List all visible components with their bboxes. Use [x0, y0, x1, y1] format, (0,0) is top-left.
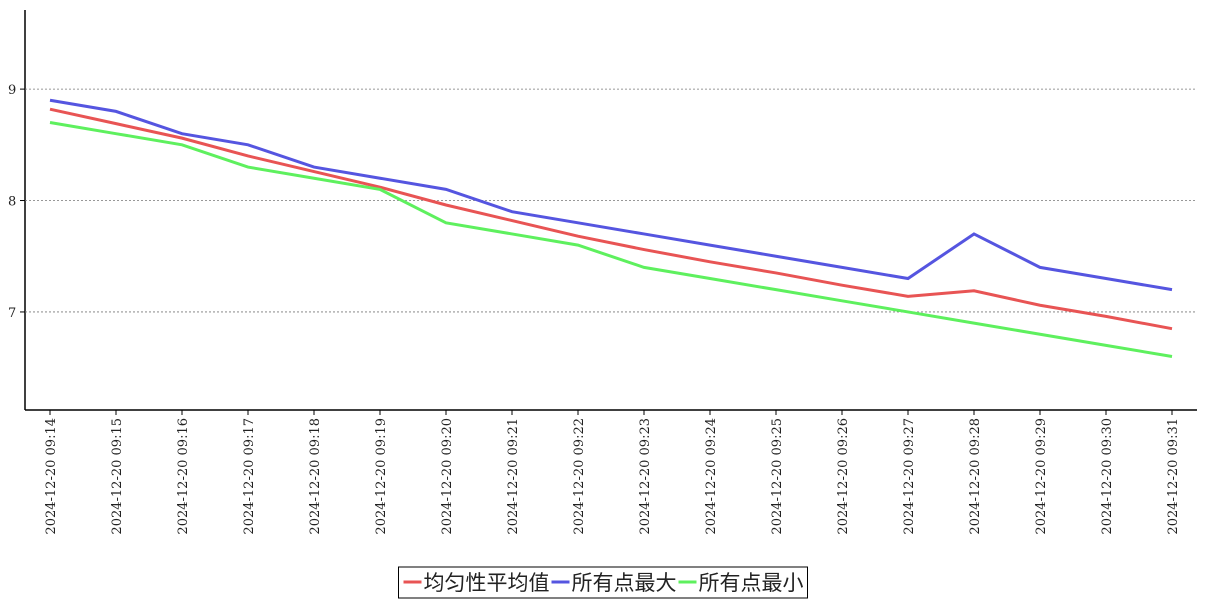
x-tick-label: 2024-12-20 09:14: [44, 418, 59, 535]
x-tick-label: 2024-12-20 09:29: [1034, 418, 1049, 535]
x-tick-label: 2024-12-20 09:25: [770, 418, 785, 535]
x-tick-label: 2024-12-20 09:16: [176, 418, 191, 535]
legend-label: 所有点最小: [699, 571, 804, 595]
x-tick-label: 2024-12-20 09:24: [704, 418, 719, 535]
legend: 均匀性平均值 所有点最大 所有点最小: [398, 566, 808, 599]
x-tick-label: 2024-12-20 09:15: [110, 418, 125, 535]
x-tick-label: 2024-12-20 09:30: [1100, 418, 1115, 535]
x-tick-label: 2024-12-20 09:27: [902, 418, 917, 535]
legend-label: 均匀性平均值: [424, 571, 550, 595]
x-tick-label: 2024-12-20 09:17: [242, 418, 257, 535]
y-tick-label: 7: [8, 306, 16, 321]
x-tick-label: 2024-12-20 09:31: [1166, 418, 1181, 535]
y-tick-label: 8: [8, 195, 16, 210]
legend-label: 所有点最大: [572, 571, 677, 595]
x-tick-label: 2024-12-20 09:21: [506, 418, 521, 535]
x-tick-label: 2024-12-20 09:20: [440, 418, 455, 535]
x-tick-label: 2024-12-20 09:26: [836, 418, 851, 535]
series-line: [49, 107, 1173, 331]
x-tick-label: 2024-12-20 09:23: [638, 418, 653, 535]
x-tick-label: 2024-12-20 09:28: [968, 418, 983, 535]
x-tick-label: 2024-12-20 09:22: [572, 418, 587, 535]
legend-box: [398, 566, 808, 599]
y-tick-label: 9: [8, 83, 16, 98]
series-line: [49, 98, 1173, 292]
x-tick-label: 2024-12-20 09:19: [374, 418, 389, 535]
x-tick-label: 2024-12-20 09:18: [308, 418, 323, 535]
series-line: [49, 121, 1173, 358]
